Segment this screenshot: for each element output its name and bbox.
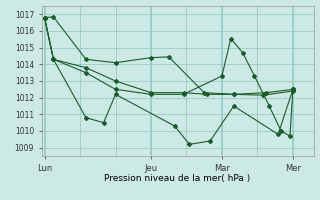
X-axis label: Pression niveau de la mer( hPa ): Pression niveau de la mer( hPa ): [104, 174, 251, 183]
